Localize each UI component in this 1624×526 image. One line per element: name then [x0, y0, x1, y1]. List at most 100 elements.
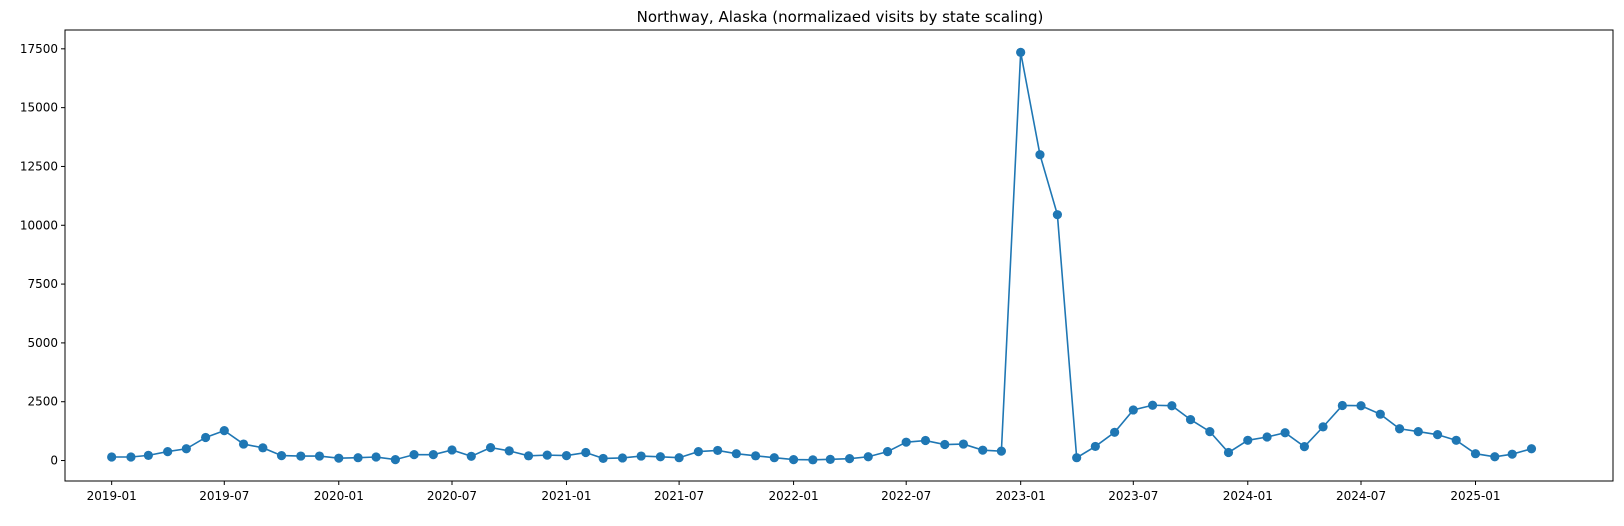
x-tick-label: 2025-01: [1450, 489, 1500, 503]
data-point: [542, 450, 552, 460]
data-point: [1299, 442, 1309, 452]
data-point: [920, 435, 931, 446]
data-point: [371, 452, 381, 462]
data-point: [504, 446, 514, 456]
data-point: [769, 453, 779, 463]
data-point: [201, 432, 211, 443]
data-point: [958, 439, 969, 449]
data-point: [428, 450, 438, 460]
data-point: [940, 439, 950, 450]
x-tick-label: 2020-07: [427, 489, 477, 503]
data-point: [1090, 441, 1100, 452]
data-point: [1432, 430, 1443, 440]
y-tick-label: 5000: [27, 336, 58, 350]
y-tick-label: 7500: [27, 277, 58, 291]
data-point: [844, 454, 855, 464]
data-point: [1337, 400, 1347, 411]
x-tick-label: 2023-07: [1108, 489, 1158, 503]
data-point: [334, 453, 344, 463]
data-point: [447, 445, 457, 455]
data-point: [1128, 405, 1138, 415]
x-tick-label: 2021-01: [541, 489, 591, 503]
y-tick-label: 0: [50, 454, 58, 468]
plot-frame: [64, 29, 1614, 482]
data-point: [314, 451, 325, 461]
x-tick-label: 2022-07: [881, 489, 931, 503]
data-point: [1035, 150, 1045, 160]
data-point: [1318, 422, 1328, 432]
data-point: [1413, 426, 1423, 437]
data-point: [1507, 449, 1517, 459]
data-point: [409, 450, 419, 460]
data-point: [1262, 432, 1272, 442]
y-tick-label: 2500: [27, 395, 58, 409]
data-point: [1394, 424, 1405, 434]
data-point: [1052, 210, 1062, 220]
data-point: [581, 447, 591, 458]
data-point: [1072, 453, 1082, 463]
data-point: [126, 452, 136, 462]
data-point: [276, 450, 287, 461]
data-point: [731, 449, 741, 459]
data-point: [296, 451, 306, 461]
chart-title: Northway, Alaska (normalizaed visits by …: [637, 8, 1044, 26]
data-point: [1110, 427, 1120, 437]
data-point: [163, 446, 173, 457]
y-tick-label: 12500: [20, 159, 58, 173]
data-point: [523, 451, 534, 461]
data-point: [808, 455, 818, 465]
data-point: [390, 454, 400, 465]
series-line: [111, 52, 1532, 461]
x-axis: 2019-01 2019-07 2020-01 2020-07 2021-01 2021-…: [87, 481, 1501, 503]
data-point: [1490, 452, 1500, 462]
x-tick-label: 2020-01: [314, 489, 364, 503]
data-point: [617, 453, 628, 463]
data-point: [901, 437, 911, 447]
data-point: [466, 451, 476, 461]
data-point: [882, 446, 893, 457]
data-point: [1147, 400, 1158, 410]
data-point: [693, 446, 703, 457]
data-point: [1016, 47, 1026, 57]
x-tick-label: 2019-07: [199, 489, 249, 503]
y-axis: 0 2500 5000 7500 10000 12500 15000 17500: [20, 42, 65, 468]
y-tick-label: 15000: [20, 101, 58, 115]
x-tick-label: 2021-07: [654, 489, 704, 503]
data-point: [1470, 449, 1481, 459]
data-point: [181, 444, 191, 454]
data-point: [1280, 428, 1290, 438]
y-tick-label: 10000: [20, 218, 58, 232]
data-point: [1205, 426, 1215, 437]
data-point: [107, 452, 117, 462]
data-point: [1356, 401, 1366, 411]
data-point: [825, 454, 835, 464]
data-point: [1375, 409, 1385, 419]
data-point: [598, 453, 608, 464]
data-point: [1451, 435, 1461, 445]
data-point: [1167, 401, 1177, 411]
data-point: [1223, 447, 1234, 458]
data-point: [996, 446, 1006, 456]
data-point: [561, 450, 572, 461]
data-point: [863, 452, 873, 462]
data-point: [258, 443, 268, 453]
x-tick-label: 2023-01: [996, 489, 1046, 503]
data-point: [219, 426, 229, 436]
x-tick-label: 2024-01: [1223, 489, 1273, 503]
data-point: [238, 439, 249, 449]
data-point: [655, 452, 666, 462]
data-point: [143, 450, 153, 460]
x-tick-label: 2024-07: [1336, 489, 1386, 503]
data-point: [978, 445, 988, 455]
data-point: [636, 451, 646, 461]
data-point: [1243, 435, 1253, 445]
series-points: [107, 47, 1537, 465]
y-tick-label: 17500: [20, 42, 58, 56]
x-tick-label: 2022-01: [769, 489, 819, 503]
data-point: [1185, 414, 1196, 425]
x-tick-label: 2019-01: [87, 489, 137, 503]
data-point: [674, 453, 684, 463]
data-point: [751, 451, 761, 461]
data-point: [485, 442, 496, 453]
